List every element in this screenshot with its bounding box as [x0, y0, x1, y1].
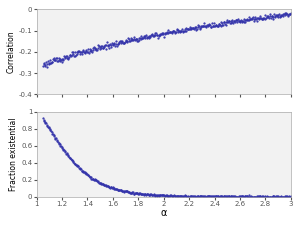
Y-axis label: Fraction existential: Fraction existential [9, 117, 18, 191]
X-axis label: α: α [160, 208, 167, 218]
Y-axis label: Correlation: Correlation [7, 31, 16, 73]
